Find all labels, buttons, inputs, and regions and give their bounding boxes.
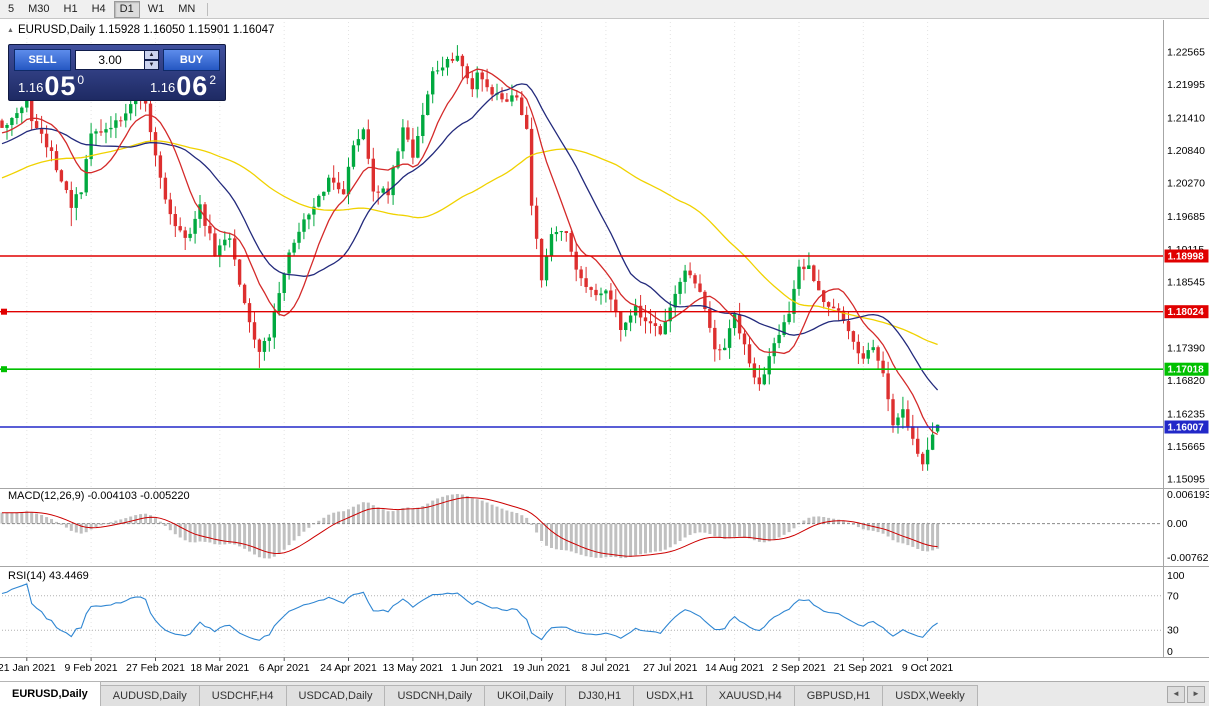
svg-text:1.21410: 1.21410 — [1167, 113, 1205, 125]
volume-input[interactable]: 3.00 — [75, 50, 145, 70]
sell-price-prefix: 1.16 — [18, 80, 44, 95]
timeframe-button-h1[interactable]: H1 — [63, 2, 78, 15]
chart-tab-usdcnh-daily[interactable]: USDCNH,Daily — [384, 685, 486, 706]
tabs-scroll-left-icon[interactable]: ◄ — [1167, 685, 1185, 703]
svg-text:9 Oct 2021: 9 Oct 2021 — [902, 662, 954, 674]
svg-text:1.22565: 1.22565 — [1167, 47, 1205, 59]
svg-text:1.20840: 1.20840 — [1167, 145, 1205, 157]
svg-text:8 Jul 2021: 8 Jul 2021 — [582, 662, 631, 674]
chart-tab-gbpusd-h1[interactable]: GBPUSD,H1 — [793, 685, 884, 706]
volume-decrease-icon[interactable]: ▼ — [145, 60, 159, 70]
svg-text:1.20270: 1.20270 — [1167, 178, 1205, 190]
svg-text:18 Mar 2021: 18 Mar 2021 — [190, 662, 249, 674]
timeframe-button-h4[interactable]: H4 — [91, 2, 106, 15]
pane-separators — [0, 20, 1209, 658]
svg-text:1.16820: 1.16820 — [1167, 375, 1205, 387]
svg-text:1.15665: 1.15665 — [1167, 441, 1205, 453]
volume-increase-icon[interactable]: ▲ — [145, 50, 159, 60]
svg-text:13 May 2021: 13 May 2021 — [383, 662, 444, 674]
collapse-chart-icon[interactable]: ▲ — [7, 27, 14, 34]
svg-text:1.16007: 1.16007 — [1168, 423, 1205, 434]
timeframe-button-w1[interactable]: W1 — [147, 2, 165, 15]
chart-tab-bar: EURUSD,Daily AUDUSD,Daily USDCHF,H4 USDCAD,… — [0, 681, 1209, 706]
rsi-indicator-title: RSI(14) 43.4469 — [8, 570, 89, 582]
tab-scroll-arrows: ◄ ► — [1163, 682, 1209, 706]
svg-text:1.19685: 1.19685 — [1167, 211, 1205, 223]
one-click-trade-panel: SELL 3.00 ▲ ▼ BUY 1.16 05 0 1.16 06 2 — [8, 44, 226, 101]
svg-text:1.18545: 1.18545 — [1167, 276, 1205, 288]
svg-text:30: 30 — [1167, 625, 1179, 637]
chart-tab-usdx-h1[interactable]: USDX,H1 — [633, 685, 707, 706]
chart-tab-usdchf-h4[interactable]: USDCHF,H4 — [198, 685, 287, 706]
timeframe-button-m30[interactable]: M30 — [28, 2, 50, 15]
grid-layer — [26, 22, 929, 656]
svg-text:21 Sep 2021: 21 Sep 2021 — [834, 662, 894, 674]
toolbar-separator — [207, 2, 209, 16]
svg-text:1.16235: 1.16235 — [1167, 409, 1205, 421]
timeframe-button-5[interactable]: 5 — [8, 2, 15, 15]
chart-tab-audusd-daily[interactable]: AUDUSD,Daily — [99, 685, 200, 706]
rsi-layer — [1, 583, 1163, 641]
svg-text:70: 70 — [1167, 590, 1179, 602]
svg-text:0.006193: 0.006193 — [1167, 489, 1209, 501]
svg-text:0: 0 — [1167, 646, 1173, 658]
svg-text:27 Jul 2021: 27 Jul 2021 — [643, 662, 697, 674]
sell-button[interactable]: SELL — [14, 49, 71, 71]
svg-text:21 Jan 2021: 21 Jan 2021 — [0, 662, 56, 674]
horizontal-level-lines[interactable] — [0, 255, 1163, 428]
timeframe-button-mn[interactable]: MN — [178, 2, 196, 15]
chart-tab-eurusd-daily[interactable]: EURUSD,Daily — [0, 681, 101, 706]
sell-price: 1.16 05 0 — [18, 71, 85, 101]
tabs-scroll-right-icon[interactable]: ► — [1187, 685, 1205, 703]
macd-indicator-title: MACD(12,26,9) -0.004103 -0.005220 — [8, 490, 190, 502]
svg-text:6 Apr 2021: 6 Apr 2021 — [259, 662, 310, 674]
chart-ohlc-title: EURUSD,Daily 1.15928 1.16050 1.15901 1.1… — [18, 24, 275, 36]
svg-text:1.15095: 1.15095 — [1167, 474, 1205, 486]
chart-tab-ukoil-daily[interactable]: UKOil,Daily — [484, 685, 567, 706]
chart-tab-dj30-h1[interactable]: DJ30,H1 — [565, 685, 635, 706]
buy-button[interactable]: BUY — [163, 49, 220, 71]
svg-text:24 Apr 2021: 24 Apr 2021 — [320, 662, 377, 674]
moving-averages-layer — [1, 68, 939, 435]
macd-layer — [0, 494, 1161, 559]
timeframe-button-d1[interactable]: D1 — [113, 0, 140, 18]
chart-background — [0, 19, 1209, 681]
buy-price: 1.16 06 2 — [149, 71, 216, 101]
buy-price-sup: 2 — [209, 73, 216, 87]
svg-text:19 Jun 2021: 19 Jun 2021 — [513, 662, 571, 674]
svg-text:1.21995: 1.21995 — [1167, 79, 1205, 91]
sell-price-sup: 0 — [77, 73, 85, 87]
svg-text:2 Sep 2021: 2 Sep 2021 — [772, 662, 826, 674]
svg-text:100: 100 — [1167, 570, 1185, 582]
svg-text:1.17018: 1.17018 — [1168, 365, 1205, 376]
svg-text:14 Aug 2021: 14 Aug 2021 — [705, 662, 764, 674]
svg-text:1 Jun 2021: 1 Jun 2021 — [451, 662, 503, 674]
buy-price-prefix: 1.16 — [149, 80, 176, 95]
svg-text:-0.00762: -0.00762 — [1167, 552, 1209, 564]
svg-text:9 Feb 2021: 9 Feb 2021 — [65, 662, 118, 674]
chart-tab-usdcad-daily[interactable]: USDCAD,Daily — [285, 685, 386, 706]
svg-text:27 Feb 2021: 27 Feb 2021 — [126, 662, 185, 674]
svg-text:0.00: 0.00 — [1167, 518, 1188, 530]
buy-price-big: 06 — [176, 71, 209, 101]
timeframe-toolbar: 5 M30 H1 H4 D1 W1 MN — [0, 0, 1209, 19]
chart-tab-xauusd-h4[interactable]: XAUUSD,H4 — [705, 685, 795, 706]
date-axis[interactable]: 21 Jan 2021 9 Feb 2021 27 Feb 2021 18 Mar 2… — [0, 657, 954, 675]
sell-price-big: 05 — [44, 71, 77, 101]
price-axis[interactable]: 1.22565 1.21995 1.21410 1.20840 1.20270 1.196… — [1164, 47, 1209, 659]
svg-text:1.17390: 1.17390 — [1167, 342, 1205, 354]
svg-text:1.18998: 1.18998 — [1168, 252, 1205, 263]
chart-tab-usdx-weekly[interactable]: USDX,Weekly — [882, 685, 978, 706]
svg-text:1.18024: 1.18024 — [1168, 307, 1205, 318]
